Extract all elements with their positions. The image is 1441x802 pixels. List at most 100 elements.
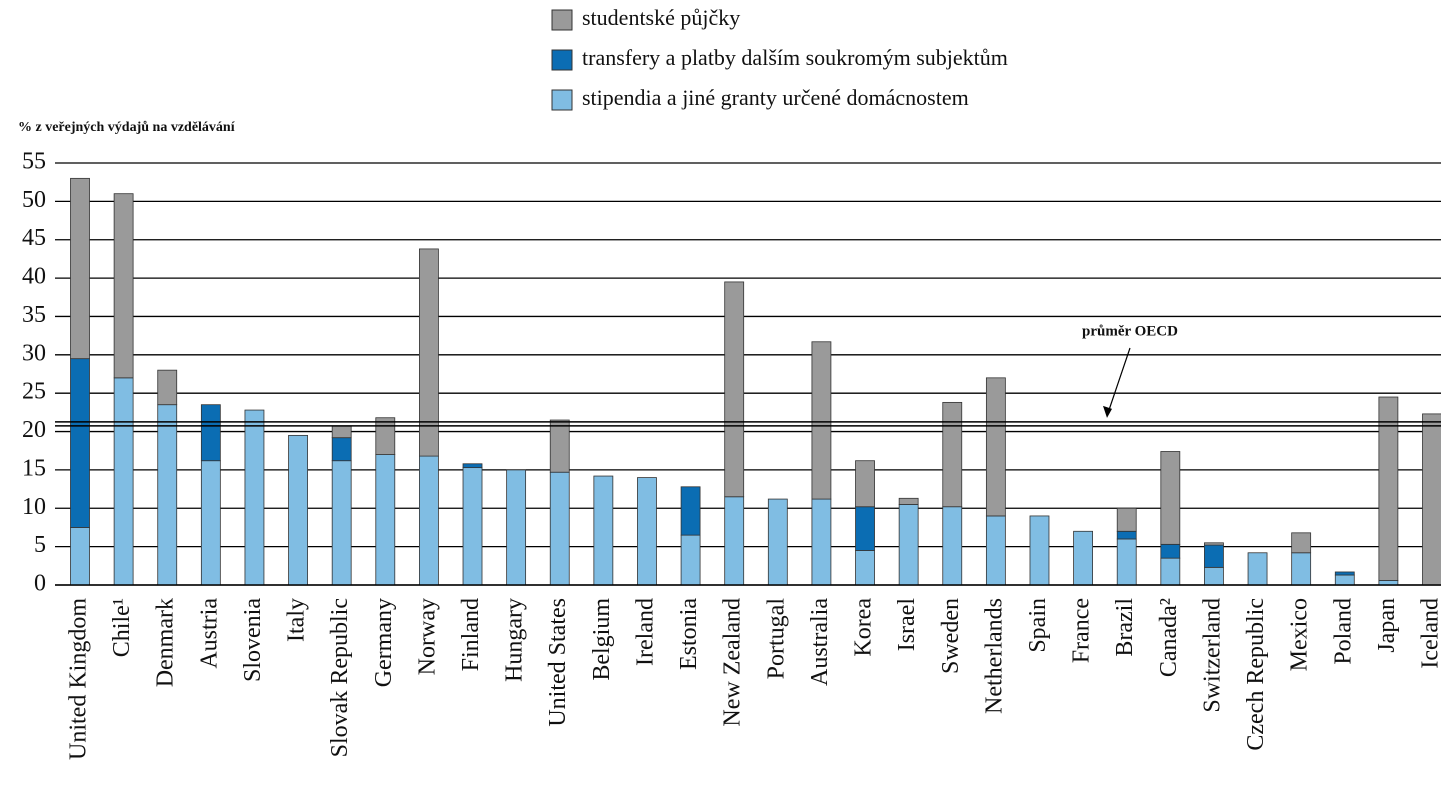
x-tick-label: Slovak Republic [327, 598, 353, 757]
bar-segment [1160, 543, 1181, 559]
bar-segment [1247, 552, 1268, 586]
bar-segment [375, 417, 396, 455]
x-tick-label: Mexico [1287, 598, 1313, 671]
x-tick-label: Brazil [1112, 598, 1138, 657]
y-tick-label: 15 [22, 455, 46, 481]
bar-segment [244, 409, 265, 586]
bar-segment [898, 497, 919, 505]
y-tick-label: 30 [22, 340, 46, 366]
x-tick-label: Japan [1374, 598, 1400, 653]
bar-segment [855, 460, 875, 508]
bar-segment [200, 404, 221, 462]
x-tick-label: Israel [894, 598, 920, 652]
bar-segment [549, 471, 570, 586]
bar-segment [680, 486, 701, 536]
legend-swatch [551, 9, 573, 31]
bar-segment [1334, 571, 1355, 576]
x-tick-label: Spain [1025, 598, 1051, 653]
legend-label: studentské půjčky [582, 5, 740, 30]
bar-segment [593, 475, 614, 586]
y-axis-label: % z veřejných výdajů na vzdělávání [18, 120, 236, 135]
bar-segment [637, 477, 657, 586]
bar-segment [1160, 557, 1181, 586]
bar-segment [1334, 574, 1355, 586]
bar-segment [767, 498, 788, 586]
bar-segment [1204, 566, 1224, 586]
y-tick-label: 35 [22, 302, 46, 328]
bar-segment [811, 341, 832, 500]
x-tick-label: Netherlands [981, 598, 1007, 714]
x-tick-label: Chile¹ [109, 598, 135, 657]
y-tick-label: 40 [22, 264, 46, 290]
x-tick-label: Norway [414, 598, 440, 675]
bar-segment [200, 460, 221, 586]
bar-segment [1029, 515, 1050, 586]
y-tick-label: 50 [22, 187, 46, 213]
x-tick-label: Australia [807, 598, 833, 686]
bar-segment [331, 425, 352, 439]
reference-label: průměr OECD [1082, 323, 1178, 339]
bar-segment [855, 550, 875, 586]
bar-segment [1073, 530, 1093, 586]
bar-segment [1204, 544, 1224, 568]
x-tick-label: France [1069, 598, 1095, 663]
x-tick-label: Germany [371, 598, 397, 687]
bar-segment [724, 281, 745, 498]
x-tick-label: Hungary [502, 598, 528, 682]
bar-segment [985, 515, 1006, 586]
bar-segment [680, 534, 701, 586]
y-tick-label: 0 [34, 571, 46, 597]
bar-segment [419, 248, 439, 457]
bar-segment [462, 463, 483, 469]
legend-label: stipendia a jiné granty určené domácnost… [582, 85, 969, 110]
bar-segment [70, 177, 90, 360]
x-tick-label: United Kingdom [66, 598, 92, 760]
annotation-arrowhead [1103, 405, 1112, 418]
bar-segment [1291, 552, 1312, 586]
x-tick-label: Portugal [763, 598, 789, 680]
y-tick-label: 10 [22, 494, 46, 520]
bar-segment [942, 506, 963, 586]
bar-segment [375, 454, 396, 586]
x-tick-label: Denmark [153, 598, 179, 687]
y-tick-label: 45 [22, 225, 46, 251]
y-tick-label: 55 [22, 149, 46, 175]
x-tick-label: Czech Republic [1243, 598, 1269, 751]
bar-segment [1422, 413, 1441, 586]
bar-segment [985, 377, 1006, 517]
x-tick-label: Poland [1330, 598, 1356, 665]
y-tick-label: 5 [34, 532, 46, 558]
bar-segment [70, 358, 90, 528]
bar-segment [506, 469, 527, 586]
y-tick-label: 20 [22, 417, 46, 443]
bar-segment [113, 377, 134, 586]
bar-segment [331, 437, 352, 462]
x-tick-label: Ireland [632, 598, 658, 666]
legend-label: transfery a platby dalším soukromým subj… [582, 45, 1008, 70]
bar-segment [1116, 538, 1137, 586]
bar-segment [942, 401, 963, 508]
x-tick-label: Korea [851, 598, 877, 657]
x-tick-label: Switzerland [1199, 598, 1225, 713]
x-tick-label: Canada² [1156, 598, 1182, 677]
x-tick-label: Belgium [589, 598, 615, 681]
bar-segment [724, 496, 745, 586]
annotation-arrow [1106, 347, 1131, 417]
bar-segment [288, 434, 308, 586]
bar-segment [855, 506, 875, 551]
legend-swatch [551, 89, 573, 111]
x-tick-label: United States [545, 598, 571, 727]
x-tick-label: Sweden [938, 598, 964, 674]
bar-segment [1378, 396, 1399, 581]
x-tick-label: New Zealand [720, 598, 746, 727]
bar-segment [157, 404, 178, 586]
x-tick-label: Estonia [676, 598, 702, 670]
bar-segment [898, 504, 919, 586]
y-tick-label: 25 [22, 379, 46, 405]
legend-swatch [551, 49, 573, 71]
bar-segment [157, 369, 178, 406]
bar-segment [549, 419, 570, 473]
bar-segment [1204, 542, 1224, 546]
